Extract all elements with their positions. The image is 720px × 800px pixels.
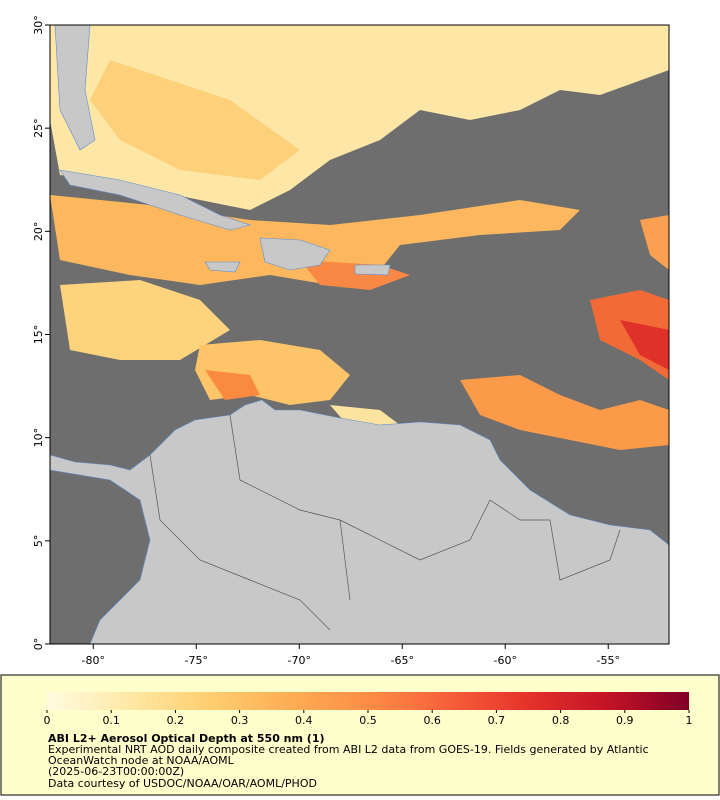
y-tick-label: 25°: [32, 118, 45, 138]
x-tick-label: -65°: [391, 654, 414, 667]
caption-line: Experimental NRT AOD daily composite cre…: [48, 743, 649, 756]
borders: [149, 414, 621, 631]
y-tick-label: 0°: [32, 638, 45, 651]
y-tick-label: 5°: [32, 535, 45, 548]
y-tick-label: 15°: [32, 325, 45, 345]
caption-line: OceanWatch node at NOAA/AOML: [48, 754, 235, 767]
caption-line: Data courtesy of USDOC/NOAA/OAR/AOML/PHO…: [48, 777, 317, 790]
x-tick-label: -70°: [288, 654, 311, 667]
colorbar-tick-label: 0.2: [167, 714, 185, 727]
aerosol-layer: [50, 25, 669, 450]
land: [49, 24, 670, 645]
y-tick-label: 10°: [32, 428, 45, 448]
colorbar-tick-label: 0.9: [616, 714, 634, 727]
colorbar-tick-label: 0.8: [552, 714, 570, 727]
colorbar-bar: [47, 692, 689, 710]
colorbar-tick-label: 0.4: [295, 714, 313, 727]
colorbar-tick-label: 1: [686, 714, 693, 727]
caption-line: (2025-06-23T00:00:00Z): [48, 765, 184, 778]
x-tick-label: -60°: [494, 654, 517, 667]
colorbar-tick-label: 0.1: [102, 714, 120, 727]
x-tick-label: -75°: [185, 654, 208, 667]
caption-title: ABI L2+ Aerosol Optical Depth at 550 nm …: [48, 732, 325, 745]
colorbar-tick-label: 0.7: [488, 714, 506, 727]
x-tick-label: -55°: [596, 654, 619, 667]
colorbar-tick-label: 0: [44, 714, 51, 727]
colorbar: 0 0.1 0.2 0.3 0.4 0.5 0.6 0.7 0.8 0.9 1: [44, 692, 693, 727]
y-tick-label: 20°: [32, 222, 45, 242]
y-tick-label: 30°: [32, 15, 45, 35]
colorbar-tick-label: 0.3: [231, 714, 249, 727]
colorbar-tick-label: 0.5: [359, 714, 377, 727]
colorbar-tick-label: 0.6: [423, 714, 441, 727]
x-tick-label: -80°: [82, 654, 105, 667]
